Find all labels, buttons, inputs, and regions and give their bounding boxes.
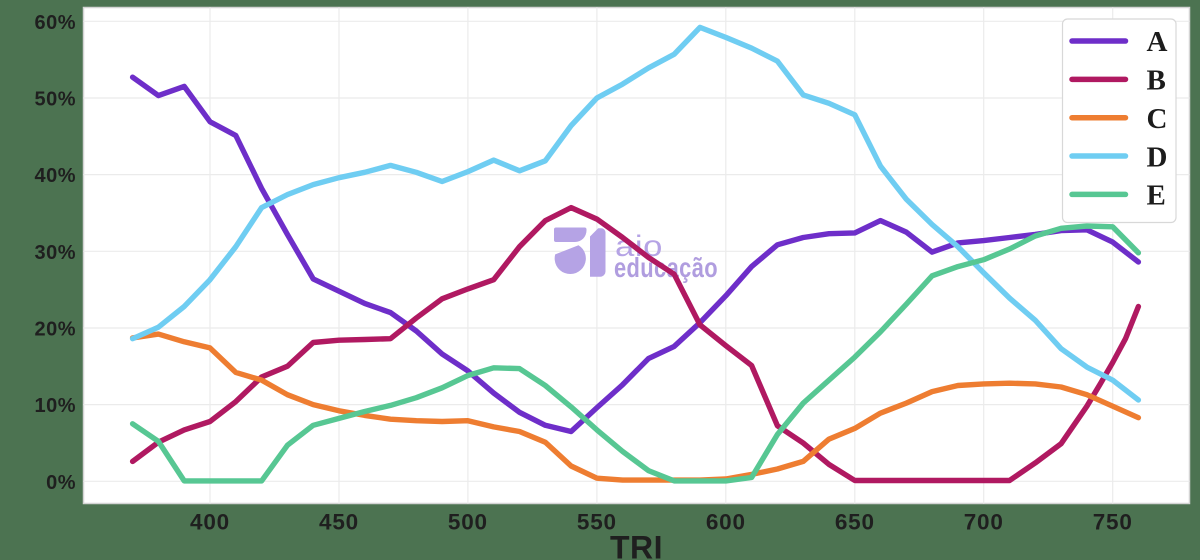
svg-text:50%: 50% xyxy=(34,89,76,111)
svg-text:E: E xyxy=(1147,180,1167,212)
svg-text:650: 650 xyxy=(835,510,875,535)
svg-text:20%: 20% xyxy=(34,319,76,341)
svg-text:A: A xyxy=(1147,26,1168,58)
svg-text:600: 600 xyxy=(706,510,746,535)
svg-text:40%: 40% xyxy=(34,165,76,187)
svg-text:60%: 60% xyxy=(34,12,76,34)
svg-text:450: 450 xyxy=(319,510,359,535)
svg-text:500: 500 xyxy=(448,510,488,535)
svg-text:C: C xyxy=(1147,103,1168,135)
svg-text:10%: 10% xyxy=(34,395,76,417)
svg-text:B: B xyxy=(1147,65,1167,97)
svg-text:400: 400 xyxy=(190,510,230,535)
svg-text:550: 550 xyxy=(577,510,617,535)
svg-text:700: 700 xyxy=(964,510,1004,535)
svg-text:0%: 0% xyxy=(46,472,76,494)
svg-text:30%: 30% xyxy=(34,242,76,264)
svg-text:750: 750 xyxy=(1093,510,1133,535)
svg-text:D: D xyxy=(1147,141,1168,173)
svg-text:TRI: TRI xyxy=(610,530,663,560)
